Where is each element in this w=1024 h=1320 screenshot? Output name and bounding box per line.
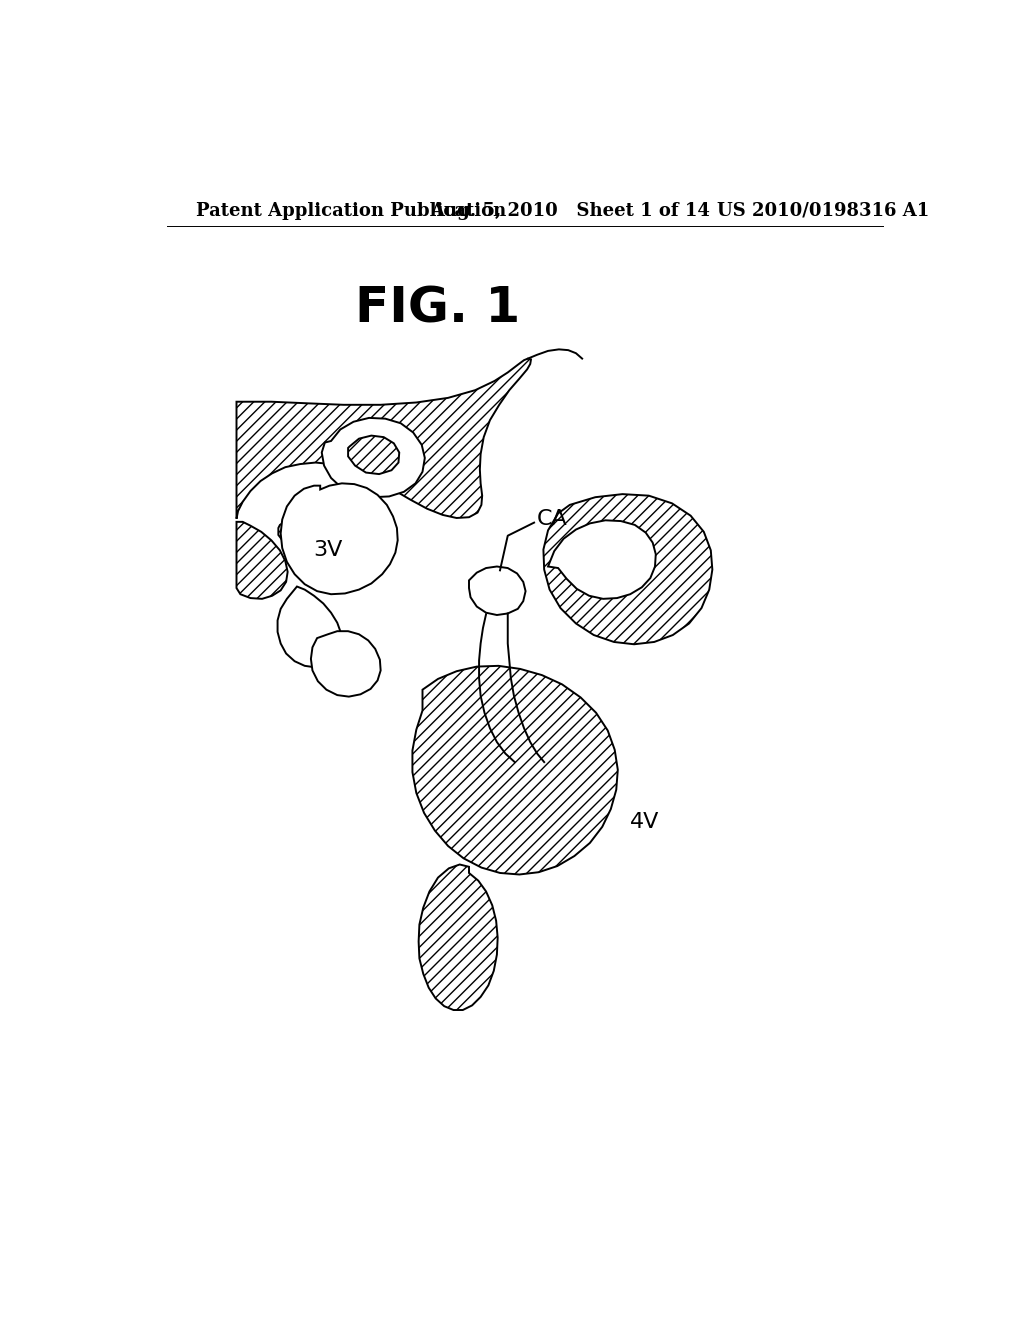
Polygon shape	[311, 631, 381, 697]
Polygon shape	[419, 865, 498, 1010]
Polygon shape	[348, 436, 399, 474]
Polygon shape	[279, 519, 308, 544]
Text: 3V: 3V	[313, 540, 343, 560]
Text: Patent Application Publication: Patent Application Publication	[197, 202, 507, 219]
Text: CA: CA	[538, 508, 568, 529]
Polygon shape	[281, 483, 397, 594]
Polygon shape	[469, 566, 525, 615]
Text: Aug. 5, 2010   Sheet 1 of 14: Aug. 5, 2010 Sheet 1 of 14	[430, 202, 710, 219]
Polygon shape	[413, 665, 617, 874]
Polygon shape	[544, 494, 713, 644]
Text: 4V: 4V	[630, 812, 659, 832]
Text: US 2010/0198316 A1: US 2010/0198316 A1	[717, 202, 929, 219]
Text: FIG. 1: FIG. 1	[355, 285, 520, 333]
Polygon shape	[548, 520, 655, 599]
Polygon shape	[322, 418, 425, 498]
Polygon shape	[278, 586, 342, 668]
Polygon shape	[237, 359, 531, 519]
Polygon shape	[237, 521, 288, 599]
